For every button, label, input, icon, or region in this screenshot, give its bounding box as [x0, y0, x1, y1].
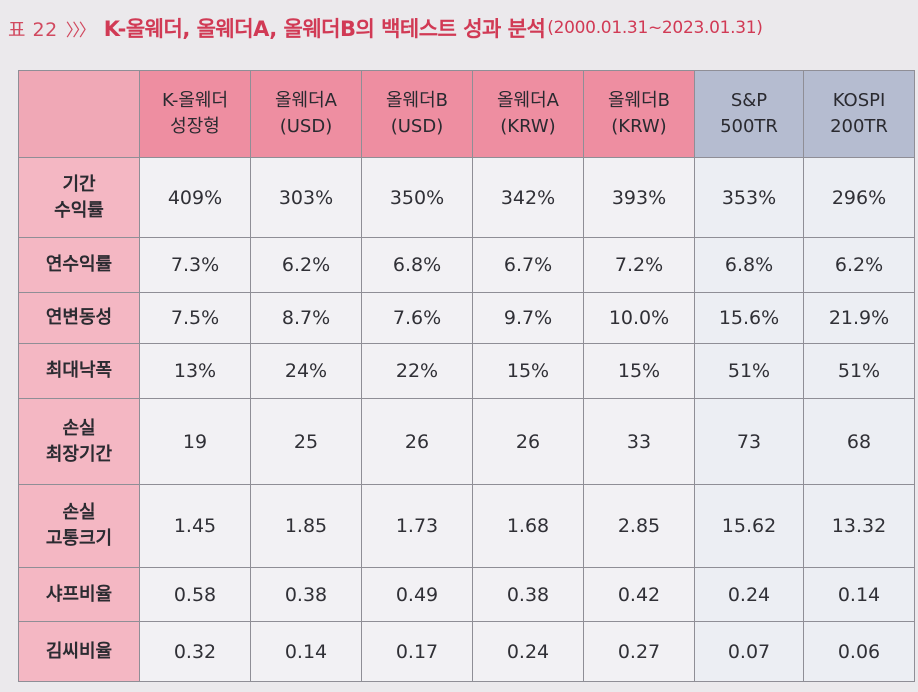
table-header-row: K-올웨더 성장형 올웨더A (USD) 올웨더B (USD) 올웨더A (KR… [18, 70, 915, 158]
table-row: 손실 최장기간 19 25 26 26 33 73 68 [18, 398, 915, 485]
table-cell: 0.38 [250, 567, 362, 622]
benchmark-column-header: KOSPI 200TR [803, 70, 915, 158]
table-caption: 표 22 〉〉〉 K-올웨더, 올웨더A, 올웨더B의 백테스트 성과 분석 (… [8, 6, 763, 50]
table-cell: 0.42 [583, 567, 695, 622]
table-cell: 350% [361, 157, 473, 238]
table-cell: 393% [583, 157, 695, 238]
table-cell: 303% [250, 157, 362, 238]
table-row: 샤프비율 0.58 0.38 0.49 0.38 0.42 0.24 0.14 [18, 567, 915, 622]
table-cell: 51% [694, 343, 804, 399]
table-cell: 342% [472, 157, 584, 238]
table-cell: 7.3% [139, 237, 251, 293]
table-cell: 9.7% [472, 292, 584, 344]
column-header: 올웨더B (KRW) [583, 70, 695, 158]
table-cell: 0.14 [250, 621, 362, 682]
row-header: 최대낙폭 [18, 343, 140, 399]
row-header: 기간 수익률 [18, 157, 140, 238]
table-row: 최대낙폭 13% 24% 22% 15% 15% 51% 51% [18, 343, 915, 399]
backtest-performance-table: K-올웨더 성장형 올웨더A (USD) 올웨더B (USD) 올웨더A (KR… [18, 70, 915, 682]
column-header: 올웨더A (USD) [250, 70, 362, 158]
row-header: 손실 고통크기 [18, 484, 140, 568]
table-row: 김씨비율 0.32 0.14 0.17 0.24 0.27 0.07 0.06 [18, 621, 915, 682]
row-header: 손실 최장기간 [18, 398, 140, 485]
column-header: 올웨더B (USD) [361, 70, 473, 158]
table-cell: 0.06 [803, 621, 915, 682]
table-cell: 6.2% [250, 237, 362, 293]
table-cell: 15.62 [694, 484, 804, 568]
table-cell: 409% [139, 157, 251, 238]
table-cell: 15% [472, 343, 584, 399]
table-cell: 0.27 [583, 621, 695, 682]
table-cell: 26 [472, 398, 584, 485]
table-cell: 0.24 [472, 621, 584, 682]
table-period: (2000.01.31~2023.01.31) [547, 18, 763, 38]
table-cell: 15.6% [694, 292, 804, 344]
row-label: 샤프비율 [45, 583, 113, 605]
row-label: 연변동성 [45, 307, 113, 328]
table-row: 연수익률 7.3% 6.2% 6.8% 6.7% 7.2% 6.8% 6.2% [18, 237, 915, 293]
table-number: 표 22 [8, 18, 58, 41]
row-header: 연변동성 [18, 292, 140, 344]
table-cell: 0.24 [694, 567, 804, 622]
table-cell: 8.7% [250, 292, 362, 344]
table-cell: 0.17 [361, 621, 473, 682]
row-label: 최대낙폭 [45, 360, 113, 381]
table-cell: 0.32 [139, 621, 251, 682]
table-cell: 7.6% [361, 292, 473, 344]
row-label: 김씨비율 [45, 640, 113, 662]
row-label: 연수익률 [45, 254, 113, 275]
table-cell: 2.85 [583, 484, 695, 568]
row-header: 샤프비율 [18, 567, 140, 622]
table-cell: 51% [803, 343, 915, 399]
table-cell: 68 [803, 398, 915, 485]
table-cell: 22% [361, 343, 473, 399]
table-cell: 1.45 [139, 484, 251, 568]
table-title: K-올웨더, 올웨더A, 올웨더B의 백테스트 성과 분석 [103, 17, 546, 41]
table-cell: 15% [583, 343, 695, 399]
table-cell: 21.9% [803, 292, 915, 344]
table-cell: 19 [139, 398, 251, 485]
table-cell: 1.85 [250, 484, 362, 568]
table-row: 손실 고통크기 1.45 1.85 1.73 1.68 2.85 15.62 13.32 [18, 484, 915, 568]
table-cell: 0.49 [361, 567, 473, 622]
table-cell: 6.2% [803, 237, 915, 293]
benchmark-column-header: S&P 500TR [694, 70, 804, 158]
table-cell: 6.7% [472, 237, 584, 293]
table-cell: 6.8% [361, 237, 473, 293]
table-cell: 0.07 [694, 621, 804, 682]
table-cell: 6.8% [694, 237, 804, 293]
table-cell: 10.0% [583, 292, 695, 344]
table-cell: 7.5% [139, 292, 251, 344]
table-cell: 353% [694, 157, 804, 238]
table-cell: 296% [803, 157, 915, 238]
row-label: 손실 고통크기 [45, 502, 113, 549]
table-cell: 26 [361, 398, 473, 485]
table-cell: 1.73 [361, 484, 473, 568]
table-cell: 13.32 [803, 484, 915, 568]
row-header: 연수익률 [18, 237, 140, 293]
table-cell: 1.68 [472, 484, 584, 568]
row-label: 손실 최장기간 [45, 417, 113, 465]
table-cell: 7.2% [583, 237, 695, 293]
row-label: 기간 수익률 [54, 173, 104, 221]
row-header: 김씨비율 [18, 621, 140, 682]
table-cell: 0.38 [472, 567, 584, 622]
column-header: 올웨더A (KRW) [472, 70, 584, 158]
table-cell: 0.58 [139, 567, 251, 622]
chevron-right-icon: 〉〉〉 [65, 20, 96, 41]
table-row: 기간 수익률 409% 303% 350% 342% 393% 353% 296% [18, 157, 915, 238]
table-cell: 33 [583, 398, 695, 485]
table-cell: 0.14 [803, 567, 915, 622]
table-cell: 24% [250, 343, 362, 399]
table-row: 연변동성 7.5% 8.7% 7.6% 9.7% 10.0% 15.6% 21.9% [18, 292, 915, 344]
table-cell: 25 [250, 398, 362, 485]
table-cell: 13% [139, 343, 251, 399]
corner-cell [18, 70, 140, 158]
column-header: K-올웨더 성장형 [139, 70, 251, 158]
table-cell: 73 [694, 398, 804, 485]
